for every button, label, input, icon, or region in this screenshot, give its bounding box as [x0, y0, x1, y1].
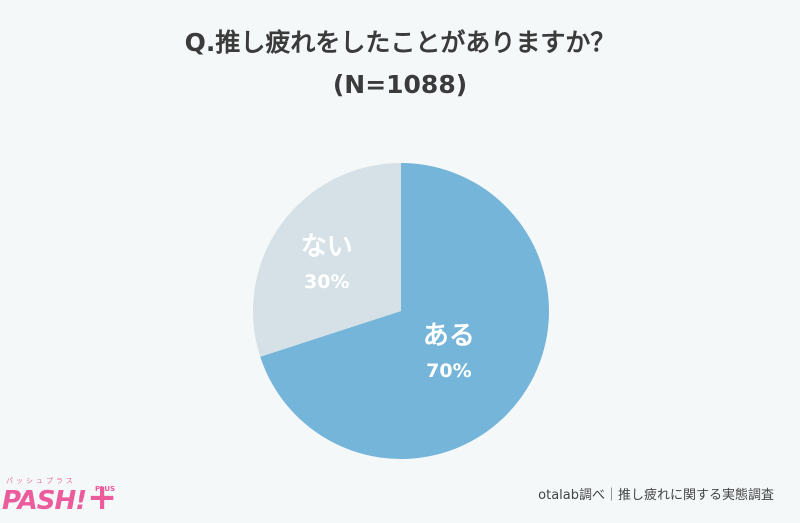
- plus-icon: +: [87, 477, 118, 518]
- logo-subtext: パッシュプラス: [6, 477, 76, 485]
- title-sample-size: (N=1088): [332, 70, 468, 99]
- logo-wordmark: PASH!: [2, 486, 87, 516]
- title-question: Q.推し疲れをしたことがありますか？: [184, 28, 616, 57]
- slice-label-yes: ある: [423, 321, 475, 351]
- pie-slice-no: [252, 162, 401, 357]
- chart-title: Q.推し疲れをしたことがありますか？ (N=1088): [0, 22, 800, 106]
- source-credit: otalab調べ｜推し疲れに関する実態調査: [538, 488, 774, 503]
- pie-slice-yes: [260, 163, 550, 459]
- slice-value-no: 30%: [304, 271, 349, 293]
- pash-plus-logo: パッシュプラス PASH! + PLUS: [0, 476, 130, 523]
- slice-value-yes: 70%: [426, 360, 471, 382]
- slice-label-no: ない: [301, 232, 353, 262]
- logo-plus-text: PLUS: [95, 485, 116, 493]
